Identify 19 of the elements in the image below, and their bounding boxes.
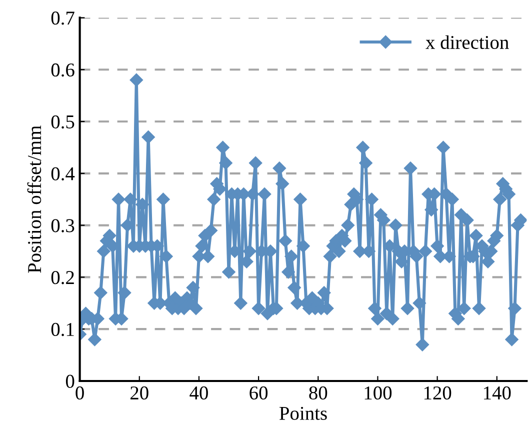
x-tick-label: 60 <box>250 386 268 400</box>
y-tick-label: 0.2 <box>51 271 74 284</box>
y-tick-label: 0.4 <box>51 167 75 180</box>
x-tick-label: 40 <box>190 386 208 400</box>
x-tick-label: 140 <box>484 386 511 400</box>
y-tick-label: 0 <box>66 374 74 388</box>
y-tick-label: 0.3 <box>51 219 74 232</box>
x-tick-label: 0 <box>76 386 84 400</box>
y-axis-title: Position offset/mm <box>27 126 42 273</box>
x-axis-title: Points <box>279 406 327 420</box>
legend-label: x direction <box>426 35 509 50</box>
y-tick-label: 0.1 <box>51 322 74 336</box>
x-tick-label: 80 <box>309 386 328 400</box>
x-tick-label: 20 <box>130 386 148 400</box>
x-tick-label: 100 <box>364 386 392 400</box>
x-tick-label: 120 <box>424 386 452 400</box>
y-tick-label: 0.7 <box>51 12 74 25</box>
y-tick-label: 0.6 <box>51 63 74 77</box>
y-tick-label: 0.5 <box>51 115 74 129</box>
